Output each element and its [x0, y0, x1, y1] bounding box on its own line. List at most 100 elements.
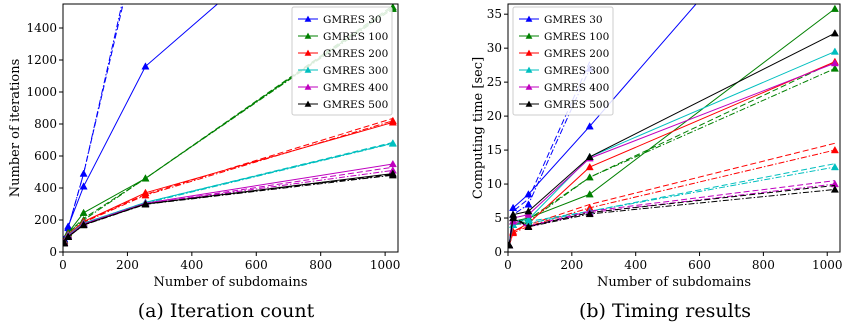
y-tick-label: 35 — [487, 7, 502, 21]
x-tick-label: 200 — [116, 258, 139, 272]
data-point-5-2-3 — [141, 200, 150, 208]
data-point-5-0-2 — [524, 207, 533, 215]
data-point-5-2-0 — [508, 241, 514, 249]
data-point-0-2-2 — [524, 200, 533, 208]
legend-marker — [525, 66, 533, 73]
data-point-4-0-4 — [830, 58, 839, 67]
y-tick-label: 10 — [487, 177, 502, 191]
legend-marker — [525, 15, 533, 22]
legend-marker — [525, 32, 533, 39]
panel-caption: (a) Iteration count — [138, 300, 315, 322]
y-axis-label: Computing time [sec] — [471, 57, 486, 199]
data-point-5-0-4 — [830, 29, 839, 37]
data-point-5-2-2 — [79, 221, 88, 229]
series-line-5-solid — [63, 173, 393, 244]
legend-marker — [304, 49, 312, 56]
legend: GMRES 30 GMRES 100 GMRES 200 GMRES 300 GMRES… — [512, 6, 614, 116]
x-axis-label: Number of subdomains — [597, 275, 751, 290]
legend-marker — [304, 83, 312, 90]
y-tick-label: 20 — [487, 109, 502, 123]
plot-frame — [62, 3, 399, 253]
series-line-4-solid — [63, 163, 393, 243]
x-axis-label: Number of subdomains — [153, 275, 307, 290]
x-tick-label: 1000 — [370, 258, 401, 272]
data-point-5-2-3 — [585, 209, 594, 218]
x-tick-label: 600 — [688, 258, 711, 272]
y-tick-label: 600 — [34, 149, 57, 163]
series-line-2-dashdot — [508, 149, 836, 246]
data-point-2-2-4 — [388, 116, 397, 124]
data-point-5-2-0 — [63, 239, 69, 247]
x-tick-label: 200 — [560, 258, 583, 272]
data-point-1-0-3 — [585, 190, 594, 198]
data-point-0-2-2 — [79, 169, 88, 177]
y-tick-label: 25 — [487, 75, 502, 89]
data-point-5-2-4 — [830, 185, 839, 193]
data-point-2-2-3 — [141, 191, 150, 199]
y-tick-label: 800 — [34, 117, 57, 131]
legend-label: GMRES 300 — [323, 65, 388, 77]
data-point-5-2-1 — [509, 213, 518, 222]
data-point-1-2-3 — [141, 174, 150, 182]
x-tick-label: 0 — [504, 258, 512, 272]
data-point-0-0-3 — [141, 62, 150, 70]
data-point-2-0-3 — [585, 162, 594, 171]
legend-label: GMRES 500 — [323, 99, 388, 111]
legend-marker — [525, 100, 533, 107]
x-tick-label: 0 — [59, 258, 67, 272]
series-line-2-dashed — [508, 142, 836, 246]
y-tick-label: 0 — [49, 245, 57, 259]
series-line-0-dashdot — [63, 4, 123, 240]
legend-marker — [304, 32, 312, 39]
y-tick-label: 5 — [494, 211, 502, 225]
data-point-5-0-3 — [585, 152, 594, 161]
legend-label: GMRES 400 — [323, 82, 388, 94]
legend-label: GMRES 300 — [544, 65, 609, 77]
chart-panel-1: 0 200 400 600 800 1000 0 200 400 600 800 1000 1200 14… — [8, 3, 401, 322]
y-tick-label: 30 — [487, 41, 502, 55]
series-line-5-dashdot — [508, 188, 835, 246]
legend-label: GMRES 100 — [544, 31, 609, 43]
x-tick-label: 1000 — [812, 258, 843, 272]
plot-frame — [507, 3, 841, 253]
legend-label: GMRES 200 — [544, 48, 609, 60]
y-axis-label: Number of iterations — [8, 59, 23, 198]
legend-label: GMRES 100 — [323, 31, 388, 43]
series-line-4-dashed — [63, 166, 393, 243]
series-line-5-dashed — [508, 184, 835, 246]
legend-marker — [304, 100, 312, 107]
y-tick-label: 1400 — [26, 21, 57, 35]
legend-label: GMRES 400 — [544, 82, 609, 94]
legend: GMRES 30 GMRES 100 GMRES 200 GMRES 300 GMRES… — [291, 6, 393, 116]
series-line-0-dashed — [63, 4, 124, 240]
data-point-3-2-4 — [388, 139, 397, 147]
legend-box — [291, 6, 393, 116]
data-point-0-0-3 — [585, 122, 594, 130]
series-line-3-dashed — [508, 163, 835, 246]
data-point-5-2-1 — [64, 232, 73, 240]
legend-marker — [304, 66, 312, 73]
x-tick-label: 800 — [752, 258, 775, 272]
data-point-1-2-4 — [830, 64, 839, 72]
legend-label: GMRES 30 — [323, 14, 382, 26]
x-tick-label: 800 — [309, 258, 332, 272]
data-point-1-0-4 — [830, 4, 839, 12]
y-tick-label: 1200 — [26, 53, 57, 67]
legend-label: GMRES 500 — [544, 99, 609, 111]
series-line-0-dashed — [508, 61, 591, 246]
legend-marker — [525, 83, 533, 90]
panel-caption: (b) Timing results — [579, 300, 751, 322]
data-point-2-2-4 — [830, 145, 839, 154]
legend-marker — [525, 49, 533, 56]
data-point-3-2-4 — [830, 162, 839, 171]
y-tick-label: 200 — [34, 213, 57, 227]
series-line-4-dashdot — [508, 183, 835, 246]
legend-marker — [304, 15, 312, 22]
y-tick-label: 400 — [34, 181, 57, 195]
legend-label: GMRES 30 — [544, 14, 603, 26]
data-point-0-0-2 — [79, 182, 88, 190]
data-point-3-0-4 — [830, 47, 839, 55]
data-point-5-2-2 — [524, 222, 533, 230]
data-point-1-2-3 — [585, 173, 594, 181]
